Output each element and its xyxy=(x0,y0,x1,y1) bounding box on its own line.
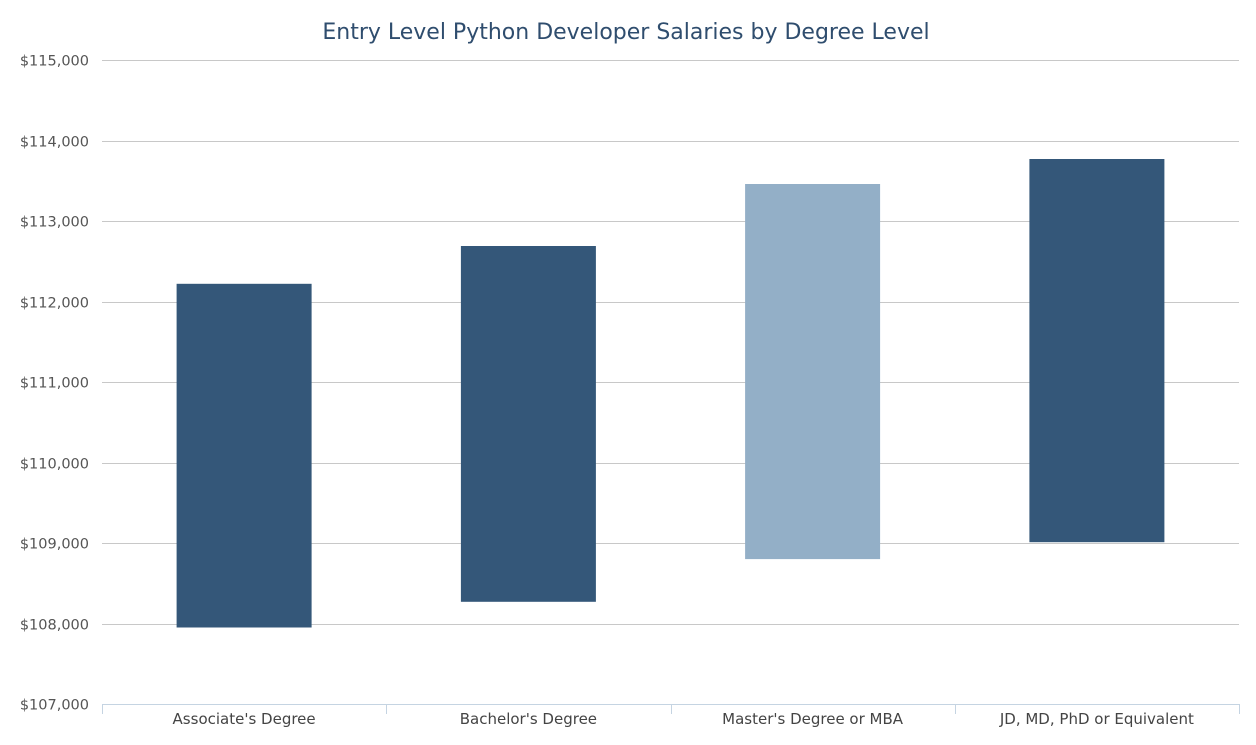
x-category-label: Master's Degree or MBA xyxy=(722,710,904,728)
x-category-label: Associate's Degree xyxy=(173,710,316,728)
y-tick-label: $107,000 xyxy=(20,698,89,714)
bar xyxy=(1029,159,1165,543)
x-axis xyxy=(102,704,1240,714)
bar xyxy=(460,246,596,602)
y-tick-label: $110,000 xyxy=(20,457,89,473)
y-tick-label: $115,000 xyxy=(20,54,89,70)
y-tick-label: $112,000 xyxy=(20,296,89,312)
x-category-label: JD, MD, PhD or Equivalent xyxy=(999,710,1194,728)
bar xyxy=(745,184,881,560)
y-tick-label: $114,000 xyxy=(20,135,89,151)
y-tick-label: $108,000 xyxy=(20,618,89,634)
x-axis-category-labels: Associate's Degree Bachelor's Degree Maste… xyxy=(173,710,1194,728)
chart-title: Entry Level Python Developer Salaries by… xyxy=(322,20,929,45)
y-tick-label: $111,000 xyxy=(20,376,89,392)
y-tick-label: $109,000 xyxy=(20,537,89,553)
x-category-label: Bachelor's Degree xyxy=(460,710,597,728)
bars xyxy=(176,159,1165,628)
y-tick-label: $113,000 xyxy=(20,215,89,231)
y-axis-tick-labels: $107,000 $108,000 $109,000 $110,000 $111,000… xyxy=(20,54,89,714)
bar xyxy=(176,283,312,628)
